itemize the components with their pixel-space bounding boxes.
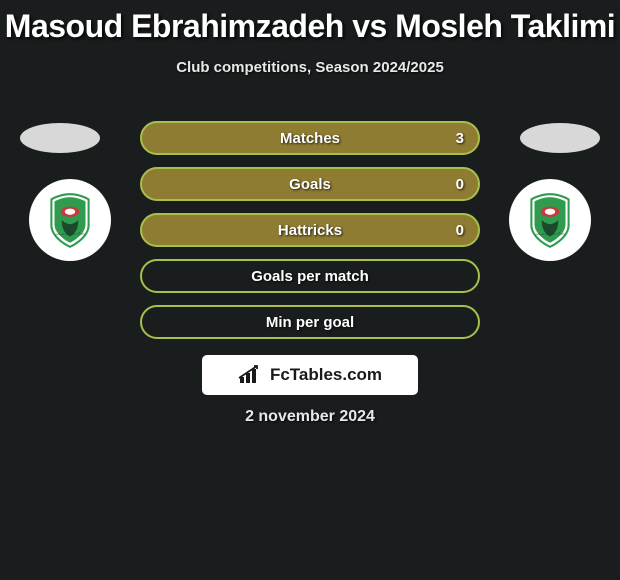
stat-pill: Hattricks 0 [140,213,480,247]
stat-label: Goals [289,176,331,193]
stat-value-right: 3 [456,130,464,147]
stats-column: Matches 3 Goals 0 Hattricks 0 Goals per match M… [140,121,480,351]
player-avatar-left [20,123,100,153]
svg-text:باشگاه فرهنگی ورزشی: باشگاه فرهنگی ورزشی [55,231,85,235]
club-crest-icon: باشگاه فرهنگی ورزشی [519,189,581,251]
club-badge-left: باشگاه فرهنگی ورزشی [29,179,111,261]
chart-icon [238,365,264,385]
brand-text: FcTables.com [270,365,382,385]
club-crest-icon: باشگاه فرهنگی ورزشی [39,189,101,251]
club-badge-right: باشگاه فرهنگی ورزشی [509,179,591,261]
stat-pill: Goals per match [140,259,480,293]
page-subtitle: Club competitions, Season 2024/2025 [0,59,620,76]
stat-pill: Min per goal [140,305,480,339]
stat-label: Goals per match [251,268,369,285]
stat-pill: Goals 0 [140,167,480,201]
stat-value-right: 0 [456,222,464,239]
player-avatar-right [520,123,600,153]
date-line: 2 november 2024 [0,408,620,426]
stat-label: Hattricks [278,222,342,239]
stat-label: Min per goal [266,314,354,331]
stat-pill: Matches 3 [140,121,480,155]
stat-value-right: 0 [456,176,464,193]
svg-text:باشگاه فرهنگی ورزشی: باشگاه فرهنگی ورزشی [535,231,565,235]
page-title: Masoud Ebrahimzadeh vs Mosleh Taklimi [0,0,620,45]
stat-label: Matches [280,130,340,147]
brand-attribution: FcTables.com [202,355,418,395]
